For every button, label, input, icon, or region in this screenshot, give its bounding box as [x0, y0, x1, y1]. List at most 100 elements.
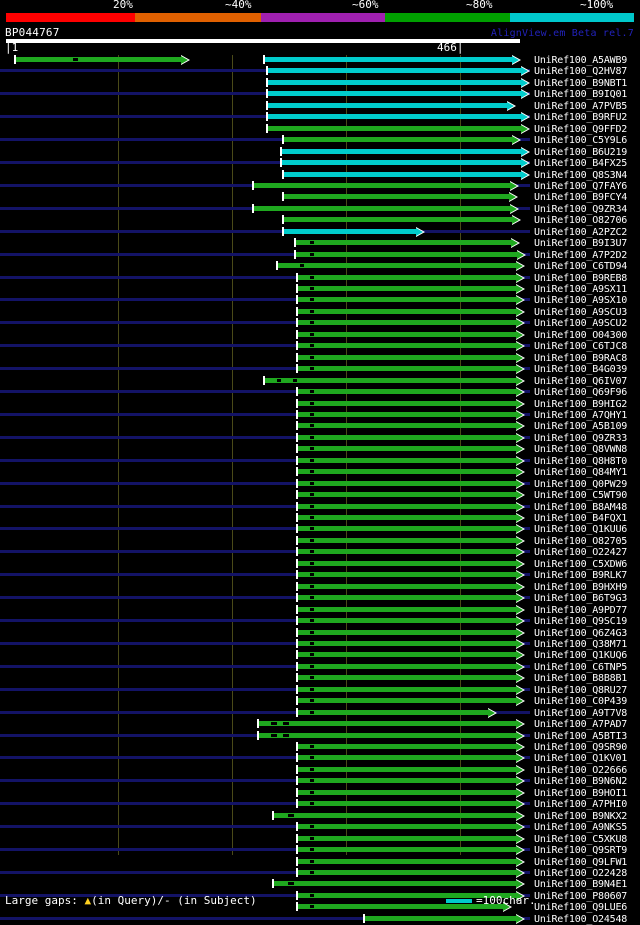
hit-label[interactable]: UniRef100_B9NBT1: [534, 77, 628, 89]
alignment-row[interactable]: UniRef100_B9RLK7: [0, 570, 640, 581]
hit-label[interactable]: UniRef100_Q9LUE6: [534, 902, 628, 914]
hit-label[interactable]: UniRef100_Q9SR90: [534, 742, 628, 753]
hit-label[interactable]: UniRef100_O22666: [534, 764, 628, 776]
hit-label[interactable]: UniRef100_A9SCU2: [534, 318, 628, 330]
alignment-row[interactable]: UniRef100_C6TNP5: [0, 661, 640, 673]
hit-label[interactable]: UniRef100_Q9SRT9: [534, 845, 628, 857]
alignment-row[interactable]: UniRef100_B9REB8: [0, 272, 640, 284]
hsp-bar[interactable]: [254, 205, 510, 211]
hit-label[interactable]: UniRef100_A2PZC2: [534, 226, 628, 238]
hit-label[interactable]: UniRef100_Q9FFD2: [534, 123, 628, 135]
hit-label[interactable]: UniRef100_B9RLK7: [534, 570, 628, 582]
hit-label[interactable]: UniRef100_Q69F96: [534, 387, 628, 399]
alignment-row[interactable]: UniRef100_A2PZC2: [0, 226, 640, 238]
hsp-bar[interactable]: [298, 480, 516, 486]
hsp-bar[interactable]: [298, 389, 516, 395]
hsp-bar[interactable]: [298, 469, 516, 475]
alignment-row[interactable]: UniRef100_B9IQ01: [0, 89, 640, 100]
alignment-row[interactable]: UniRef100_C5Y9L6: [0, 135, 640, 146]
hit-label[interactable]: UniRef100_C0P439: [534, 696, 628, 708]
alignment-row[interactable]: UniRef100_O82705: [0, 535, 640, 547]
alignment-row[interactable]: UniRef100_B9N4E1: [0, 879, 640, 890]
alignment-row[interactable]: UniRef100_A9SX11: [0, 284, 640, 295]
hit-label[interactable]: UniRef100_O82706: [534, 215, 628, 227]
hit-label[interactable]: UniRef100_B8AM48: [534, 501, 628, 513]
hit-label[interactable]: UniRef100_B9HOI1: [534, 787, 628, 799]
hsp-bar[interactable]: [259, 721, 516, 727]
hsp-bar[interactable]: [298, 583, 516, 589]
hsp-bar[interactable]: [298, 286, 516, 291]
alignment-row[interactable]: UniRef100_O22428: [0, 867, 640, 879]
alignment-row[interactable]: UniRef100_O82706: [0, 215, 640, 226]
hit-label[interactable]: UniRef100_A9SX11: [534, 284, 628, 295]
alignment-row[interactable]: UniRef100_B9FCY4: [0, 192, 640, 203]
hsp-bar[interactable]: [268, 125, 521, 131]
alignment-row[interactable]: UniRef100_Q2HV87: [0, 66, 640, 77]
alignment-row[interactable]: UniRef100_Q9SR90: [0, 742, 640, 753]
hsp-bar[interactable]: [265, 377, 516, 383]
hit-label[interactable]: UniRef100_B9IQ01: [534, 89, 628, 101]
hsp-bar[interactable]: [298, 411, 516, 417]
hsp-bar[interactable]: [274, 812, 516, 818]
alignment-row[interactable]: UniRef100_B9NBT1: [0, 77, 640, 89]
hsp-bar[interactable]: [282, 160, 521, 166]
hit-label[interactable]: UniRef100_C5XDW6: [534, 558, 628, 570]
alignment-row[interactable]: UniRef100_A9T7V8: [0, 707, 640, 719]
hsp-bar[interactable]: [298, 835, 516, 841]
hit-label[interactable]: UniRef100_B9RAC8: [534, 352, 628, 364]
hit-label[interactable]: UniRef100_O22428: [534, 867, 628, 879]
hit-label[interactable]: UniRef100_Q0PW29: [534, 478, 628, 490]
hsp-bar[interactable]: [298, 331, 516, 337]
hit-label[interactable]: UniRef100_A9SX10: [534, 295, 628, 307]
hsp-bar[interactable]: [298, 515, 516, 520]
alignment-row[interactable]: UniRef100_Q0PW29: [0, 478, 640, 490]
hit-label[interactable]: UniRef100_A7PHI0: [534, 799, 628, 811]
hsp-bar[interactable]: [298, 434, 516, 440]
alignment-row[interactable]: UniRef100_C0P439: [0, 696, 640, 707]
alignment-row[interactable]: UniRef100_A7PAD7: [0, 719, 640, 730]
alignment-row[interactable]: UniRef100_O04300: [0, 329, 640, 341]
hsp-bar[interactable]: [268, 79, 521, 85]
alignment-row[interactable]: UniRef100_Q9LUE6: [0, 902, 640, 913]
alignment-row[interactable]: UniRef100_Q6Z4G3: [0, 627, 640, 639]
alignment-row[interactable]: UniRef100_A9NKS5: [0, 822, 640, 833]
hit-label[interactable]: UniRef100_O04300: [534, 329, 628, 341]
hsp-bar[interactable]: [284, 217, 512, 223]
hsp-bar[interactable]: [268, 91, 521, 97]
alignment-row[interactable]: UniRef100_B9N6N2: [0, 776, 640, 787]
hsp-bar[interactable]: [298, 663, 516, 669]
hit-label[interactable]: UniRef100_B4G039: [534, 364, 628, 376]
hit-label[interactable]: UniRef100_Q1KUQ6: [534, 650, 628, 662]
hsp-bar[interactable]: [365, 915, 516, 921]
alignment-row[interactable]: UniRef100_Q1KV01: [0, 753, 640, 764]
hsp-bar[interactable]: [298, 423, 516, 429]
hsp-bar[interactable]: [284, 228, 416, 234]
hit-label[interactable]: UniRef100_B9FCY4: [534, 192, 628, 204]
hit-label[interactable]: UniRef100_Q8VWN8: [534, 444, 628, 456]
alignment-row[interactable]: UniRef100_Q84MY1: [0, 467, 640, 478]
hit-label[interactable]: UniRef100_A5B109: [534, 421, 628, 433]
alignment-row[interactable]: UniRef100_A7QHY1: [0, 409, 640, 421]
alignment-row[interactable]: UniRef100_A9SX10: [0, 295, 640, 306]
hsp-bar[interactable]: [298, 366, 516, 372]
hit-label[interactable]: UniRef100_Q7FAY6: [534, 180, 628, 192]
alignment-row[interactable]: UniRef100_Q8H8T0: [0, 455, 640, 467]
hsp-bar[interactable]: [284, 171, 521, 177]
hsp-bar[interactable]: [298, 904, 503, 910]
hsp-bar[interactable]: [298, 606, 516, 612]
hsp-bar[interactable]: [298, 320, 516, 326]
hsp-bar[interactable]: [16, 57, 181, 62]
alignment-row[interactable]: UniRef100_B6U219: [0, 146, 640, 158]
alignment-row[interactable]: UniRef100_B9I3U7: [0, 238, 640, 249]
hsp-bar[interactable]: [298, 858, 516, 864]
hsp-bar[interactable]: [298, 755, 516, 761]
hit-label[interactable]: UniRef100_A5AWB9: [534, 55, 628, 66]
hit-label[interactable]: UniRef100_Q84MY1: [534, 467, 628, 479]
hsp-bar[interactable]: [274, 881, 516, 887]
alignment-row[interactable]: UniRef100_Q7FAY6: [0, 180, 640, 192]
hit-label[interactable]: UniRef100_A7PAD7: [534, 719, 628, 731]
hsp-bar[interactable]: [298, 526, 516, 532]
hsp-bar[interactable]: [298, 343, 516, 349]
hsp-bar[interactable]: [298, 652, 516, 658]
hit-label[interactable]: UniRef100_O22427: [534, 547, 628, 559]
